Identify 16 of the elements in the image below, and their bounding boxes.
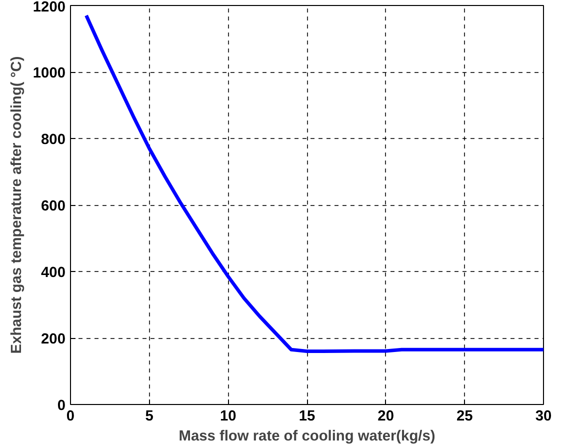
y-tick-label: 0 — [57, 398, 66, 414]
x-axis-title: Mass flow rate of cooling water(kg/s) — [178, 428, 436, 444]
x-tick-label: 20 — [378, 408, 394, 424]
x-tick-label: 5 — [145, 408, 154, 424]
y-tick-label: 200 — [41, 332, 66, 348]
y-axis-title: Exhaust gas temperature after cooling( °C) — [8, 56, 25, 354]
x-tick-label: 10 — [220, 408, 236, 424]
y-tick-label: 1000 — [32, 66, 66, 82]
y-tick-label: 600 — [41, 198, 66, 214]
y-tick-label: 800 — [41, 132, 66, 148]
x-tick-label: 15 — [298, 408, 316, 424]
x-tick-label: 25 — [456, 408, 473, 424]
x-tick-label: 30 — [535, 408, 552, 424]
y-tick-label: 1200 — [32, 0, 66, 16]
y-tick-label: 400 — [41, 265, 66, 281]
line-series — [84, 14, 544, 354]
